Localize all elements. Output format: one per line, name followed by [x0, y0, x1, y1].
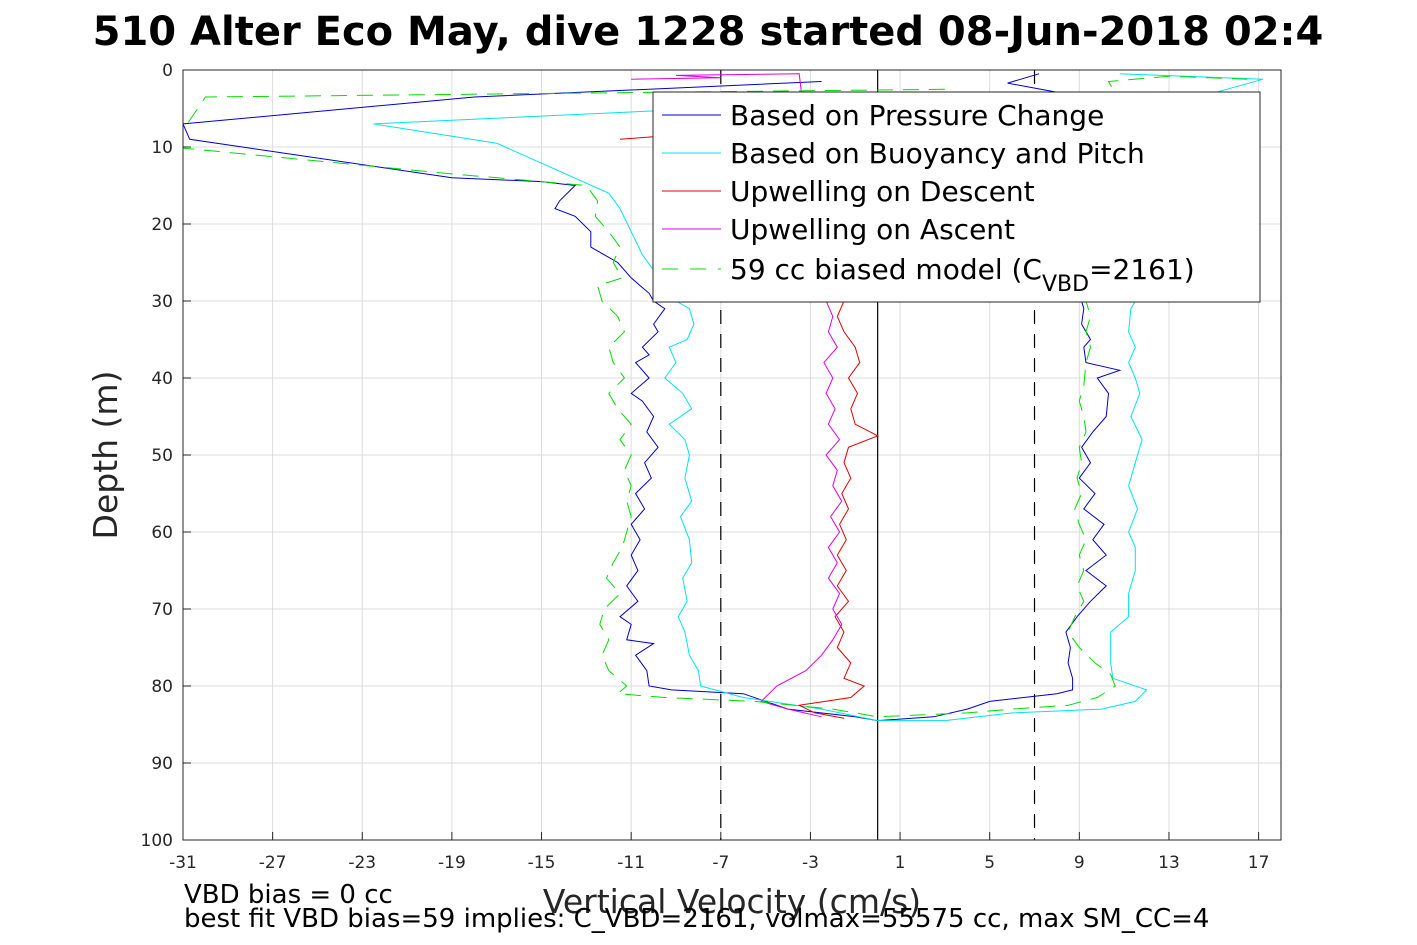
x-tick-label: 13 — [1158, 853, 1180, 873]
y-tick-label: 20 — [151, 215, 173, 235]
x-axis-ticks: -31 -27 -23 -19 -15 -11 -7 -3 1 5 9 13 17 — [169, 832, 1269, 873]
legend-label-subscript: VBD — [1042, 272, 1089, 297]
y-tick-label: 70 — [151, 600, 173, 620]
x-tick-label: -27 — [259, 853, 287, 873]
x-tick-label: 1 — [895, 853, 906, 873]
series-line-3 — [619, 131, 879, 719]
note-best-fit: best fit VBD bias=59 implies: C_VBD=2161… — [184, 904, 1209, 934]
y-tick-label: 100 — [141, 831, 173, 851]
x-tick-label: 9 — [1074, 853, 1085, 873]
legend: Based on Pressure Change Based on Buoyanc… — [652, 91, 1261, 303]
plot-frame — [182, 69, 1282, 841]
x-tick-label: -3 — [802, 853, 819, 873]
y-tick-label: 60 — [151, 523, 173, 543]
series-line-4 — [631, 73, 843, 718]
x-axis-label: Vertical Velocity (cm/s) — [543, 882, 921, 921]
legend-box — [652, 91, 1261, 303]
y-tick-label: 80 — [151, 677, 173, 697]
y-tick-label: 40 — [151, 369, 173, 389]
note-vbd-bias: VBD bias = 0 cc — [184, 880, 393, 910]
legend-label: Based on Buoyancy and Pitch — [730, 137, 1145, 170]
chart-title: 510 Alter Eco May, dive 1228 started 08-… — [93, 9, 1324, 55]
x-tick-label: -11 — [617, 853, 645, 873]
x-tick-label: -23 — [348, 853, 376, 873]
x-tick-label: 5 — [984, 853, 995, 873]
legend-label: Upwelling on Descent — [730, 175, 1035, 208]
x-tick-label: -7 — [712, 853, 729, 873]
series-line-1 — [183, 73, 1122, 722]
y-tick-label: 10 — [151, 138, 173, 158]
x-tick-label: -31 — [169, 853, 197, 873]
y-tick-label: 0 — [162, 61, 173, 81]
legend-label-suffix: =2161) — [1089, 253, 1195, 286]
series-lines — [183, 73, 1264, 722]
legend-label: Upwelling on Ascent — [730, 213, 1015, 246]
x-tick-label: 17 — [1248, 853, 1270, 873]
legend-label: Based on Pressure Change — [730, 99, 1104, 132]
y-tick-label: 30 — [151, 292, 173, 312]
y-tick-label: 50 — [151, 446, 173, 466]
x-tick-label: -15 — [528, 853, 556, 873]
y-tick-label: 90 — [151, 754, 173, 774]
x-tick-label: -19 — [438, 853, 466, 873]
y-axis-ticks: 0 10 20 30 40 50 60 70 80 90 100 — [141, 61, 191, 851]
y-axis-label: Depth (m) — [86, 371, 125, 540]
series-line-5 — [183, 75, 1248, 718]
series-line-2 — [373, 73, 1264, 722]
